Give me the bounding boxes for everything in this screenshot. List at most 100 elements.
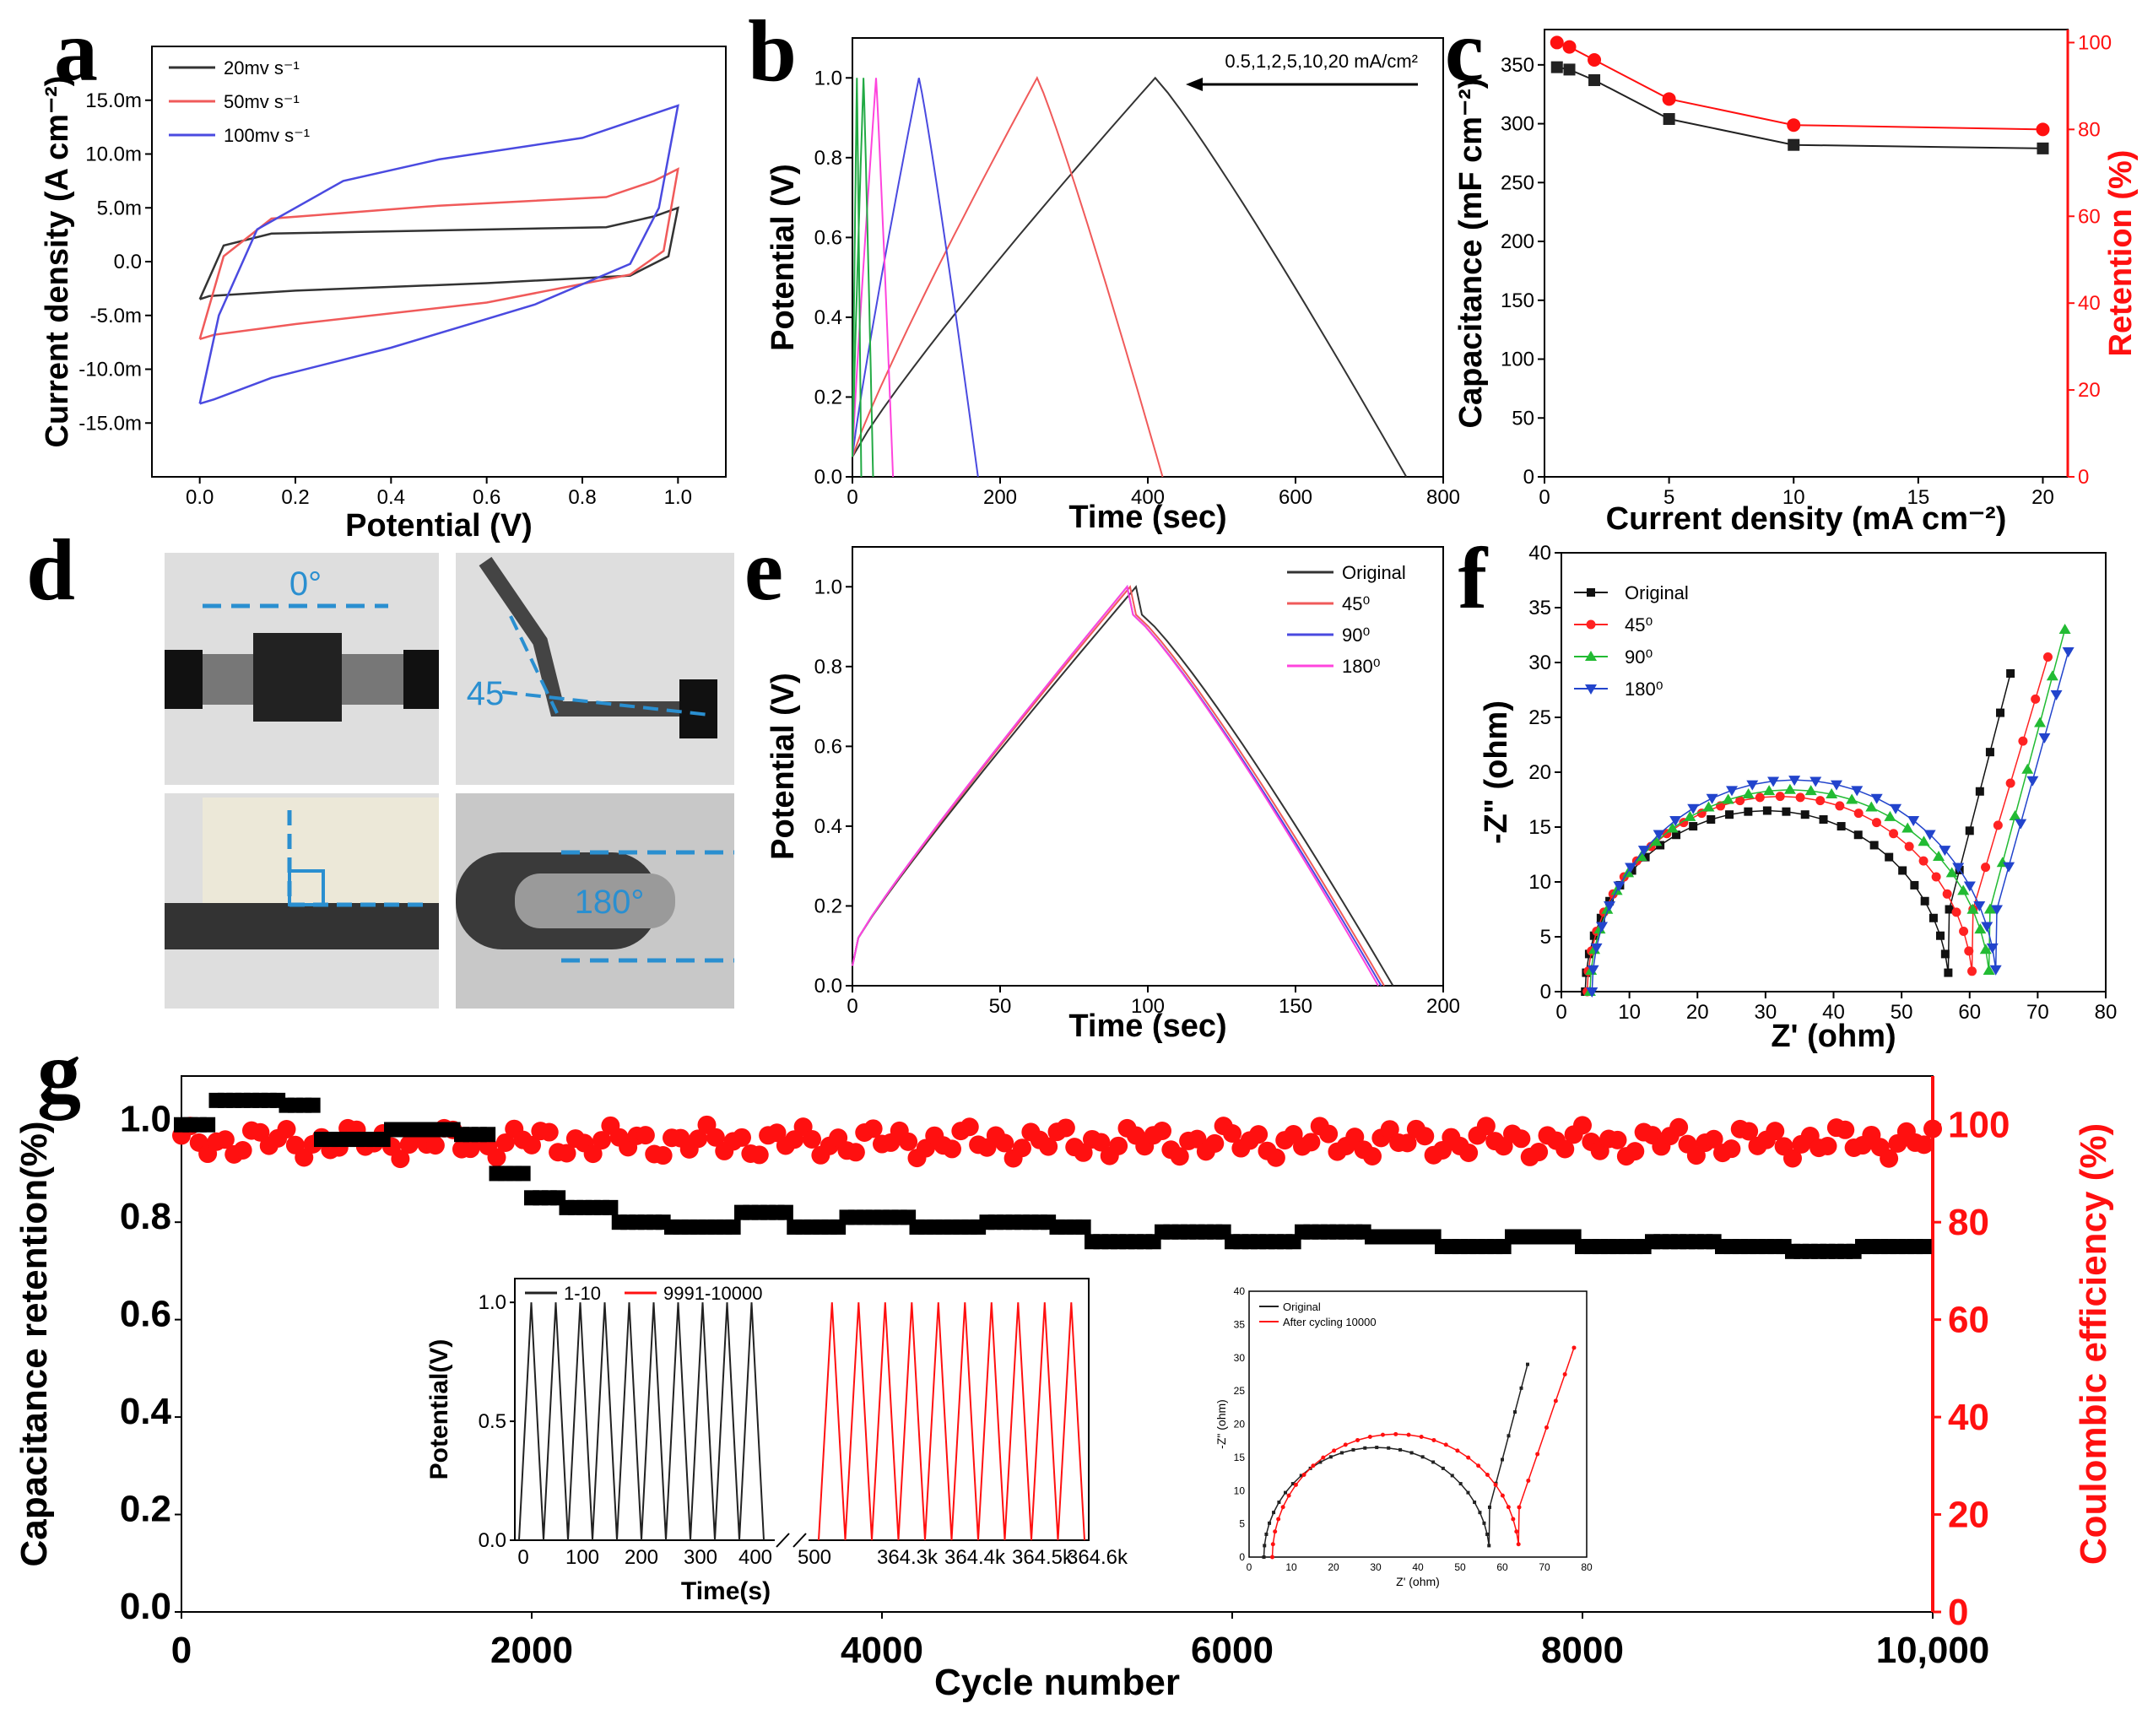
nyquist-point [1707, 814, 1716, 824]
y-tick-label: 5 [1540, 926, 1551, 949]
nyquist-point [2015, 819, 2027, 830]
nyquist-point [1963, 881, 1976, 892]
y-tick-label: 1.0 [814, 576, 842, 598]
x-tick-label: 200 [983, 486, 1017, 509]
x-tick-label: 6000 [1191, 1630, 1274, 1671]
inset2-point [1493, 1482, 1498, 1487]
photo-panel-d: 0° 45 180° [165, 553, 734, 1009]
y2-axis-title: Retention (%) [2103, 150, 2139, 357]
efficiency-point [487, 1148, 506, 1167]
inset2-point [1290, 1482, 1295, 1486]
y-tick-label: 35 [1528, 597, 1551, 619]
nyquist-point [1931, 872, 1941, 882]
y-tick-label: 0.8 [814, 147, 842, 170]
x-axis-title: Potential (V) [345, 508, 533, 544]
nyquist-point [1989, 965, 2002, 976]
inset2-y-tick-label: 40 [1234, 1285, 1246, 1297]
inset2-point [1501, 1457, 1504, 1462]
inset2-legend-entry: After cycling 10000 [1283, 1316, 1377, 1328]
nyquist-point [1945, 905, 1954, 914]
legend-entry: 90⁰ [1342, 625, 1370, 646]
gcd-bend-curve-2 [852, 585, 1382, 987]
inset2-point [1332, 1448, 1337, 1453]
inset2-point [1328, 1455, 1333, 1459]
inset2-point [1280, 1505, 1285, 1510]
y2-tick-label: 60 [2078, 205, 2101, 228]
inset-x-tick-label: 400 [738, 1546, 772, 1569]
inset2-x-tick-label: 40 [1412, 1561, 1424, 1573]
efficiency-point [1415, 1127, 1435, 1146]
legend-entry: 45⁰ [1342, 593, 1370, 614]
bent-device-45 [479, 556, 692, 717]
inset2-point [1507, 1434, 1511, 1438]
nyquist-point [1684, 810, 1696, 821]
nyquist-point [1653, 830, 1665, 841]
x-axis-title: Time (sec) [1068, 1009, 1226, 1044]
y2-tick-label: 60 [1948, 1300, 1989, 1341]
efficiency-point [1363, 1147, 1382, 1166]
inset2-x-tick-label: 10 [1285, 1561, 1297, 1573]
nyquist-point [1590, 943, 1603, 954]
y-axis-title: Potential (V) [765, 164, 801, 351]
nyquist-point [1944, 968, 1953, 977]
efficiency-point [1766, 1122, 1785, 1141]
nyquist-point [1993, 820, 2003, 830]
y-axis-title: Potential (V) [765, 673, 801, 860]
inset2-point [1301, 1473, 1306, 1478]
y-tick-label: 0.4 [120, 1391, 172, 1432]
y2-tick-label: 40 [2078, 292, 2101, 315]
inset-frame [1248, 1290, 1588, 1558]
device-90 [203, 798, 439, 903]
efficiency-point [803, 1129, 821, 1149]
nyquist-point [2046, 670, 2058, 681]
inset2-x-tick-label: 80 [1581, 1561, 1593, 1573]
inset2-point [1458, 1482, 1463, 1486]
efficiency-point [1056, 1118, 1075, 1138]
legend-entry: 90⁰ [1625, 646, 1653, 668]
nyquist-point [2031, 694, 2041, 704]
efficiency-point [1626, 1142, 1645, 1161]
efficiency-point [1739, 1122, 1759, 1141]
efficiency-point [653, 1146, 673, 1165]
photo-label-180: 180° [575, 884, 645, 921]
retention-point [200, 1117, 216, 1133]
nyquist-point [1815, 796, 1826, 806]
efficiency-point [251, 1122, 270, 1142]
x-tick-label: 0 [847, 995, 857, 1018]
axes-frame [1544, 29, 2069, 478]
nyquist-point [1979, 944, 1992, 955]
efficiency-point [846, 1143, 865, 1162]
inset-x-tick-label: 300 [684, 1546, 717, 1569]
y-tick-label: 40 [1528, 542, 1551, 565]
y-axis-title: Capacitance retention(%) [14, 1121, 55, 1566]
nyquist-point [2026, 776, 2039, 787]
inset2-point [1535, 1452, 1540, 1457]
capacitance-point [1563, 63, 1576, 76]
y-tick-label: 15.0m [85, 89, 142, 112]
inset2-point [1526, 1478, 1531, 1483]
inset-x-tick-label: 364.4k [944, 1546, 1006, 1569]
nyquist-point [1853, 809, 1864, 819]
x-tick-label: 50 [989, 995, 1012, 1018]
nyquist-point [2018, 736, 2028, 746]
nyquist-point [1973, 900, 1986, 911]
x-axis-title: Z' (ohm) [1771, 1019, 1896, 1054]
nyquist-point [1991, 905, 2003, 916]
nyquist-point [1672, 830, 1681, 840]
inset-x-tick-label: 200 [625, 1546, 658, 1569]
x-tick-label: 4000 [841, 1630, 923, 1671]
nyquist-point [2006, 669, 2015, 678]
nyquist-point [1604, 900, 1616, 911]
inset2-point [1488, 1505, 1491, 1509]
y2-tick-label: 0 [2078, 466, 2089, 489]
gcd-curve-4 [852, 78, 874, 478]
efficiency-point [1573, 1116, 1592, 1135]
efficiency-point [1205, 1133, 1225, 1153]
nyquist-point [1725, 810, 1734, 819]
inset2-point [1351, 1447, 1355, 1452]
inset2-point [1485, 1532, 1490, 1536]
inset2-point [1553, 1398, 1558, 1403]
nyquist-point [1702, 801, 1715, 812]
y-tick-label: 0.2 [814, 386, 842, 408]
